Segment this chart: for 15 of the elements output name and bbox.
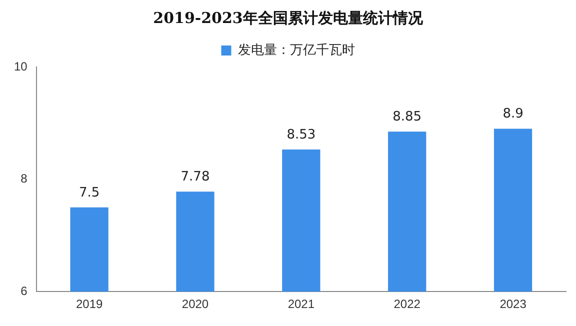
chart-title: 2019-2023年全国累计发电量统计情况 [153, 8, 424, 27]
data-label: 8.9 [502, 106, 524, 122]
data-label: 7.78 [180, 170, 210, 185]
data-label: 8.53 [286, 127, 316, 142]
x-tick-label: 2021 [288, 297, 315, 312]
x-tick-label: 2020 [182, 297, 209, 312]
x-tick-label: 2022 [394, 297, 421, 312]
y-tick-label: 6 [20, 284, 28, 298]
data-label: 7.5 [78, 185, 100, 200]
data-label: 8.85 [392, 109, 422, 124]
y-tick-label: 10 [14, 59, 28, 74]
x-tick-label: 2019 [76, 297, 103, 312]
x-tick-label: 2023 [500, 297, 527, 312]
legend-label: 发电量：万亿千瓦时 [238, 42, 355, 58]
y-tick-label: 8 [20, 172, 28, 186]
